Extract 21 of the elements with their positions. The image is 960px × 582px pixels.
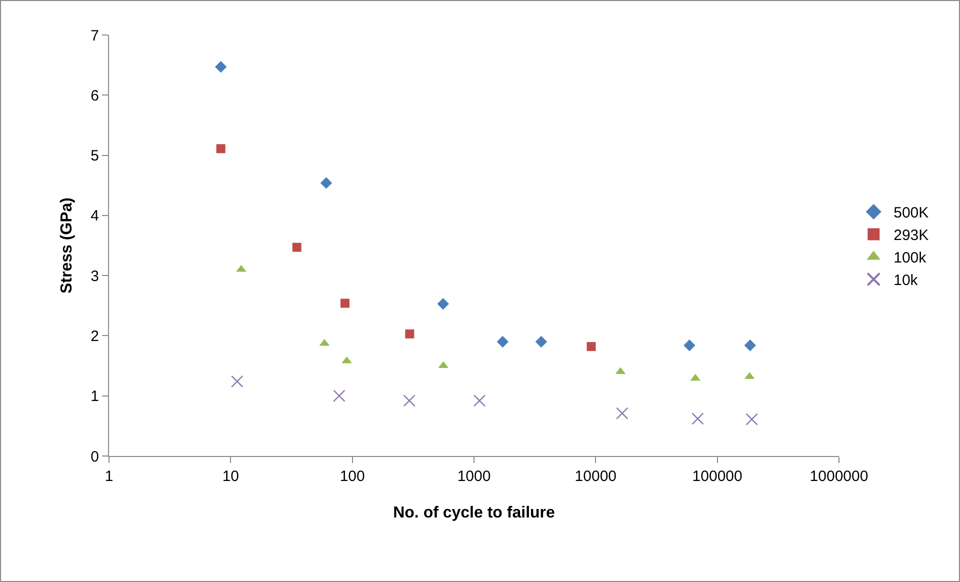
y-tick-label: 1 — [90, 388, 99, 406]
y-tick-label: 0 — [90, 448, 99, 466]
x-tick-label: 10000 — [574, 468, 617, 485]
x-axis-title: No. of cycle to failure — [393, 504, 556, 522]
y-tick-label: 4 — [90, 208, 99, 225]
legend-label: 293K — [894, 227, 929, 244]
y-tick-label: 2 — [90, 328, 99, 345]
y-tick-label: 7 — [90, 27, 99, 44]
x-tick-label: 1000 — [457, 468, 491, 485]
y-axis-title: Stress (GPa) — [58, 197, 76, 294]
legend-label: 100k — [894, 250, 927, 267]
legend-label: 500K — [894, 204, 929, 222]
legend-label: 10k — [894, 272, 918, 290]
y-tick-label: 5 — [90, 148, 99, 165]
y-tick-label: 6 — [90, 87, 99, 104]
x-tick-label: 1 — [104, 468, 114, 485]
x-tick-label: 100 — [340, 468, 365, 485]
x-tick-label: 100000 — [692, 468, 742, 485]
x-tick-label: 1000000 — [810, 468, 868, 485]
y-tick-label: 3 — [90, 268, 99, 285]
x-tick-label: 10 — [222, 468, 240, 485]
